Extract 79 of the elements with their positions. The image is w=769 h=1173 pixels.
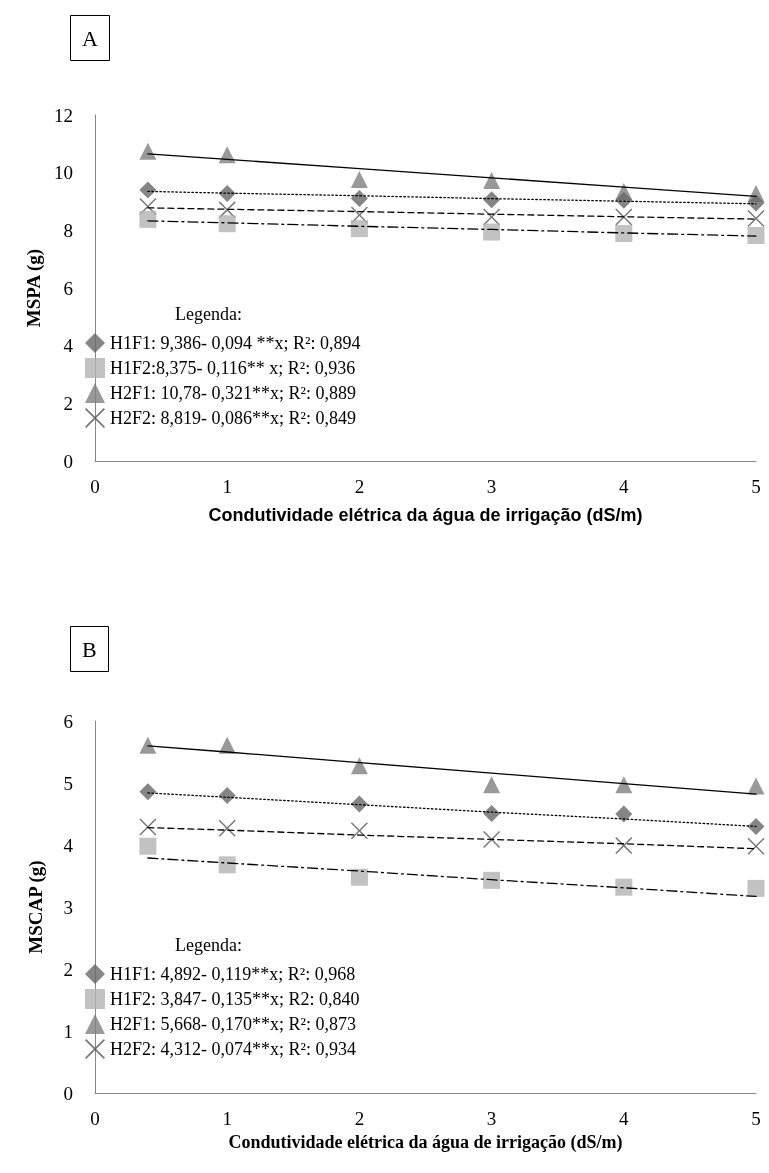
legend-label: H2F2: 4,312- 0,074**x; R²: 0,934: [110, 1039, 356, 1059]
x-tick-label: 4: [619, 1108, 630, 1129]
point: [483, 804, 501, 822]
x-tick-label: 5: [751, 1108, 761, 1129]
point: [747, 210, 765, 228]
y-tick-label: 2: [63, 958, 73, 980]
x-tick-label: 2: [354, 476, 365, 497]
y-tick-label: 6: [63, 710, 73, 732]
point: [615, 878, 633, 896]
y-tick-label: 4: [63, 834, 74, 856]
point: [350, 757, 368, 775]
point: [615, 208, 633, 226]
y-tick-label: 0: [63, 450, 73, 472]
x-tick-label: 3: [486, 1108, 497, 1129]
x-tick-label: 2: [354, 1108, 365, 1129]
x-tick-label: 3: [486, 476, 497, 497]
point: [350, 220, 368, 238]
point: [483, 776, 501, 794]
point: [350, 795, 368, 813]
y-tick-label: 10: [54, 162, 73, 184]
x-tick-label: 0: [90, 476, 100, 497]
y-tick-label: 6: [63, 277, 73, 299]
y-tick-label: 12: [54, 104, 73, 126]
point: [139, 736, 157, 754]
legend-label: H1F2: 3,847- 0,135**x; R2: 0,840: [110, 989, 360, 1009]
y-tick-label: 1: [63, 1020, 73, 1042]
y-tick-label: 3: [63, 896, 73, 918]
point: [483, 871, 501, 889]
legend-label: H1F1: 4,892- 0,119**x; R²: 0,968: [110, 964, 356, 984]
legend-label: H1F2:8,375- 0,116** x; R²: 0,936: [110, 358, 356, 378]
point: [747, 194, 765, 212]
y-tick-label: 0: [63, 1082, 73, 1104]
x-axis-title: Condutividade elétrica da água de irrigação (dS/m): [228, 1131, 623, 1153]
chart-title: B: [82, 636, 97, 662]
x-axis-title: Condutividade elétrica da água de irrigação (dS/m): [208, 505, 643, 525]
point: [218, 856, 236, 874]
point: [615, 805, 633, 823]
point: [139, 142, 157, 160]
point: [483, 223, 501, 241]
point: [615, 225, 633, 243]
legend-label: H2F2: 8,819- 0,086**x; R²: 0,849: [110, 408, 356, 428]
point: [747, 879, 765, 897]
y-axis-title: MSCAP (g): [25, 860, 47, 954]
x-tick-label: 5: [751, 476, 761, 497]
point: [139, 783, 157, 801]
legend-label: H1F1: 9,386- 0,094 **x; R²: 0,894: [110, 333, 361, 353]
point: [350, 190, 368, 208]
point: [139, 210, 157, 228]
point: [218, 215, 236, 233]
y-tick-label: 8: [63, 219, 73, 241]
legend-title: Legenda:: [175, 304, 242, 324]
point: [139, 837, 157, 855]
x-tick-label: 4: [619, 476, 630, 497]
chart-title: A: [82, 25, 98, 51]
point: [350, 171, 368, 189]
y-tick-label: 4: [63, 335, 74, 357]
x-tick-label: 1: [222, 476, 232, 497]
point: [218, 819, 236, 837]
legend-title: Legenda:: [175, 935, 242, 955]
point: [747, 837, 765, 855]
point: [483, 830, 501, 848]
y-axis-title: MSPA (g): [23, 248, 46, 328]
x-tick-label: 0: [90, 1108, 100, 1129]
point: [747, 817, 765, 835]
point: [483, 191, 501, 209]
point: [139, 181, 157, 199]
point: [350, 868, 368, 886]
legend-label: H2F1: 5,668- 0,170**x; R²: 0,873: [110, 1014, 356, 1034]
point: [350, 822, 368, 840]
point: [483, 171, 501, 189]
point: [139, 818, 157, 836]
point: [747, 227, 765, 245]
legend-label: H2F1: 10,78- 0,321**x; R²: 0,889: [110, 383, 356, 403]
point: [747, 777, 765, 795]
y-tick-label: 2: [63, 392, 73, 414]
x-tick-label: 1: [222, 1108, 232, 1129]
y-tick-label: 5: [63, 772, 73, 794]
point: [218, 786, 236, 804]
point: [615, 837, 633, 855]
